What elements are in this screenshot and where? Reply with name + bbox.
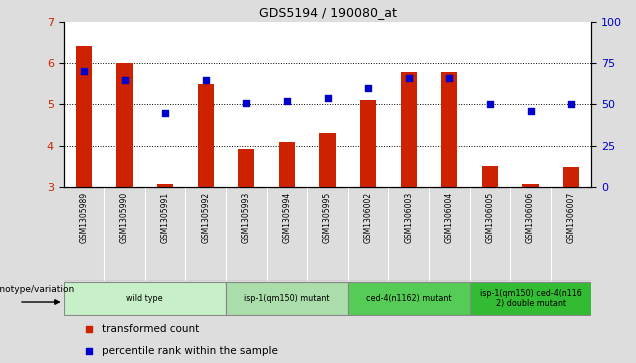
Bar bbox=[563, 167, 579, 187]
Point bbox=[322, 95, 333, 101]
Text: GSM1305994: GSM1305994 bbox=[282, 192, 291, 243]
Bar bbox=[319, 133, 336, 187]
Point bbox=[363, 85, 373, 91]
Text: GSM1305995: GSM1305995 bbox=[323, 192, 332, 243]
Bar bbox=[116, 63, 133, 187]
Text: genotype/variation: genotype/variation bbox=[0, 285, 75, 294]
Point bbox=[566, 101, 576, 107]
Point bbox=[445, 75, 455, 81]
Text: GSM1305991: GSM1305991 bbox=[161, 192, 170, 243]
Point bbox=[200, 77, 211, 82]
Point bbox=[282, 98, 292, 104]
Bar bbox=[522, 184, 539, 187]
Text: GSM1305993: GSM1305993 bbox=[242, 192, 251, 243]
Bar bbox=[198, 84, 214, 187]
Text: percentile rank within the sample: percentile rank within the sample bbox=[102, 346, 278, 356]
Text: GSM1306007: GSM1306007 bbox=[567, 192, 576, 243]
Text: GSM1306004: GSM1306004 bbox=[445, 192, 454, 243]
Bar bbox=[441, 72, 457, 187]
Bar bbox=[157, 184, 173, 187]
Text: wild type: wild type bbox=[127, 294, 163, 303]
Text: isp-1(qm150) mutant: isp-1(qm150) mutant bbox=[244, 294, 329, 303]
Text: GSM1306003: GSM1306003 bbox=[404, 192, 413, 243]
Text: GSM1306005: GSM1306005 bbox=[485, 192, 494, 243]
Text: GSM1306002: GSM1306002 bbox=[364, 192, 373, 243]
Bar bbox=[482, 166, 498, 187]
Text: GSM1306006: GSM1306006 bbox=[526, 192, 535, 243]
Point bbox=[120, 77, 130, 82]
Bar bbox=[76, 46, 92, 187]
Bar bbox=[401, 72, 417, 187]
Point bbox=[485, 101, 495, 107]
Text: transformed count: transformed count bbox=[102, 324, 199, 334]
Title: GDS5194 / 190080_at: GDS5194 / 190080_at bbox=[259, 6, 396, 19]
Bar bbox=[226, 282, 348, 315]
Point bbox=[241, 100, 251, 106]
Text: ced-4(n1162) mutant: ced-4(n1162) mutant bbox=[366, 294, 452, 303]
Point bbox=[79, 69, 89, 74]
Point bbox=[160, 110, 170, 115]
Bar bbox=[64, 282, 226, 315]
Bar bbox=[469, 282, 591, 315]
Text: GSM1305989: GSM1305989 bbox=[80, 192, 88, 243]
Bar bbox=[360, 100, 377, 187]
Text: GSM1305990: GSM1305990 bbox=[120, 192, 129, 243]
Point bbox=[525, 108, 536, 114]
Bar bbox=[238, 149, 254, 187]
Text: isp-1(qm150) ced-4(n116
2) double mutant: isp-1(qm150) ced-4(n116 2) double mutant bbox=[480, 289, 581, 308]
Bar bbox=[348, 282, 469, 315]
Text: GSM1305992: GSM1305992 bbox=[201, 192, 211, 243]
Point bbox=[404, 75, 414, 81]
Bar bbox=[279, 142, 295, 187]
